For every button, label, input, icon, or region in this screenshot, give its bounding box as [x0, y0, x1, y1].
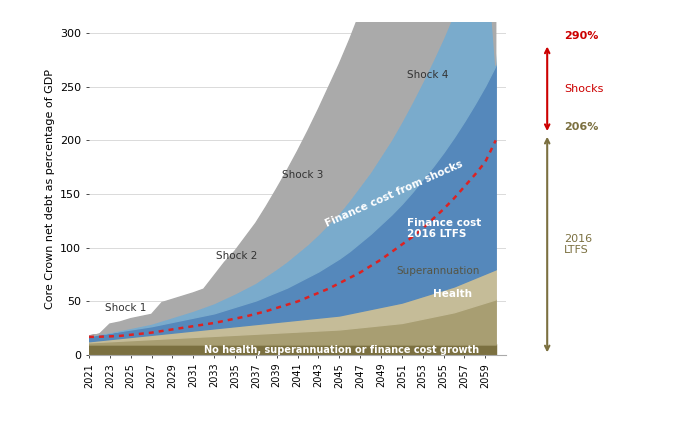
- Text: Shock 3: Shock 3: [282, 170, 324, 180]
- Text: Finance cost from shocks: Finance cost from shocks: [324, 159, 464, 229]
- Y-axis label: Core Crown net debt as percentage of GDP: Core Crown net debt as percentage of GDP: [44, 69, 55, 309]
- Text: 290%: 290%: [564, 32, 598, 41]
- Text: Shock 1: Shock 1: [105, 303, 146, 313]
- Text: Shock 2: Shock 2: [216, 251, 258, 261]
- Text: Health: Health: [433, 289, 472, 299]
- Text: Superannuation: Superannuation: [397, 266, 480, 277]
- Text: Shocks: Shocks: [564, 84, 604, 94]
- Text: Finance cost
2016 LTFS: Finance cost 2016 LTFS: [407, 218, 482, 239]
- Text: 206%: 206%: [564, 122, 598, 132]
- Text: Shock 4: Shock 4: [407, 70, 449, 80]
- Text: No health, superannuation or finance cost growth: No health, superannuation or finance cos…: [204, 345, 479, 355]
- Text: 2016
LTFS: 2016 LTFS: [564, 234, 592, 255]
